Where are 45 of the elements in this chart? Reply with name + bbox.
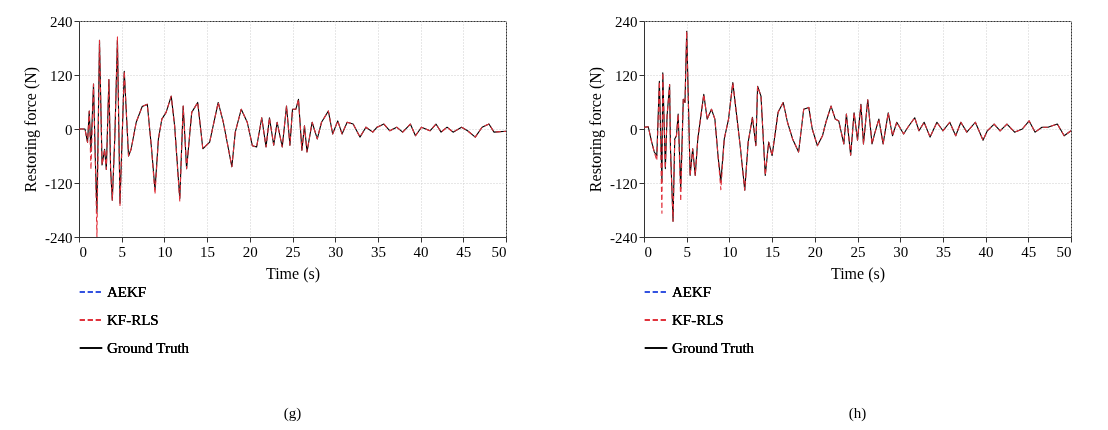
legend-label: AEKF: [107, 284, 147, 300]
x-tick-label: 20: [242, 243, 258, 260]
x-tick-label: 10: [722, 243, 738, 260]
y-tick-label: 0: [65, 121, 73, 138]
x-axis-title: Time (s): [265, 264, 321, 283]
x-tick-label: 45: [456, 243, 472, 260]
y-axis-title: Restoring force (N): [587, 66, 605, 193]
x-tick-label: 0: [79, 243, 87, 260]
y-tick-label: -120: [610, 175, 638, 192]
y-tick-label: -120: [45, 175, 73, 192]
x-tick-label: 50: [491, 243, 507, 260]
legend-label: AEKF: [672, 284, 712, 300]
x-tick-label: 15: [200, 243, 216, 260]
x-tick-label: 30: [328, 243, 344, 260]
y-tick-label: 0: [630, 121, 638, 138]
x-tick-label: 40: [978, 243, 994, 260]
x-tick-label: 5: [683, 243, 691, 260]
y-tick-label: 120: [50, 67, 73, 84]
legend-label: KF-RLS: [672, 312, 724, 328]
legend-label: Ground Truth: [672, 340, 755, 356]
x-tick-label: 0: [644, 243, 652, 260]
x-axis-title: Time (s): [830, 264, 886, 283]
legend-label: Ground Truth: [107, 340, 190, 356]
text: (g): [283, 405, 302, 422]
y-tick-label: 240: [50, 13, 73, 30]
x-tick-label: 10: [157, 243, 173, 260]
x-tick-label: 20: [807, 243, 823, 260]
x-tick-label: 25: [285, 243, 301, 260]
y-tick-label: -240: [45, 229, 73, 246]
text: (h): [848, 405, 867, 422]
x-tick-label: 25: [850, 243, 866, 260]
y-tick-label: 120: [615, 67, 638, 84]
x-tick-label: 5: [118, 243, 126, 260]
x-tick-label: 35: [935, 243, 951, 260]
legend-label: KF-RLS: [107, 312, 159, 328]
line-series: [644, 30, 1071, 222]
x-tick-label: 50: [1056, 243, 1072, 260]
y-tick-label: -240: [610, 229, 638, 246]
x-tick-label: 35: [370, 243, 386, 260]
y-axis-title: Restoring force (N): [22, 66, 40, 193]
x-tick-label: 45: [1021, 243, 1037, 260]
y-tick-label: 240: [615, 13, 638, 30]
x-tick-label: 15: [765, 243, 781, 260]
x-tick-label: 40: [413, 243, 429, 260]
x-tick-label: 30: [893, 243, 909, 260]
